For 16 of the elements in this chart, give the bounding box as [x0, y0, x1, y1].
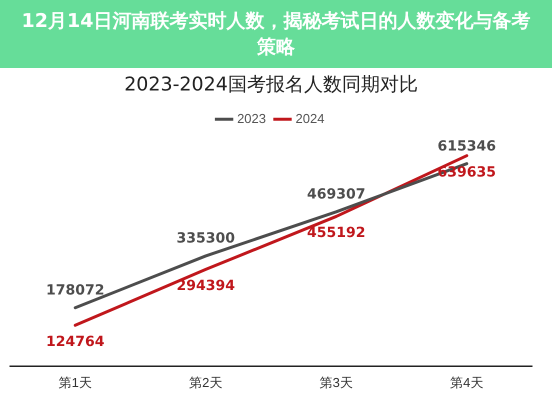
chart-title: 2023-2024国考报名人数同期对比 [124, 73, 418, 96]
x-tick-label: 第2天 [189, 374, 222, 390]
x-tick-label: 第1天 [58, 374, 92, 390]
data-label: 615346 [438, 138, 496, 154]
data-label: 469307 [307, 186, 366, 202]
x-tick-label: 第4天 [450, 374, 484, 390]
legend-label: 2024 [296, 110, 324, 126]
data-label: 124764 [46, 334, 105, 350]
data-label: 455192 [307, 225, 366, 242]
data-label: 639635 [438, 164, 496, 180]
legend-label: 2023 [237, 110, 266, 126]
text: 12月14日河南联考实时人数，揭秘考试日的人数变化与备考策略 [0, 0, 552, 68]
data-label: 178072 [46, 282, 104, 298]
x-tick-label: 第3天 [320, 374, 353, 390]
data-label: 294394 [176, 278, 236, 294]
data-label: 335300 [176, 230, 236, 247]
